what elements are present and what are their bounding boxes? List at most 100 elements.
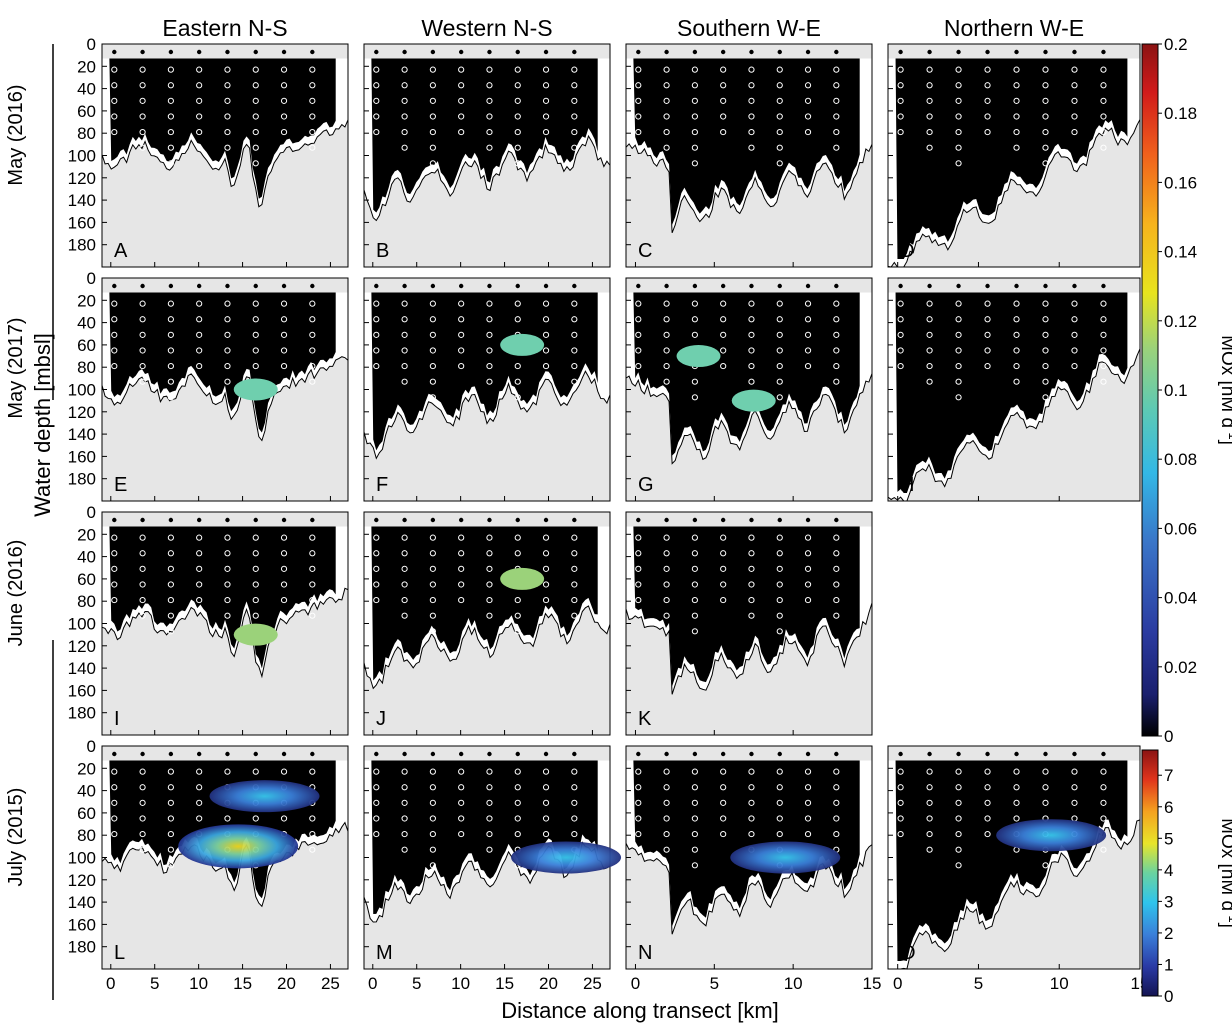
sample-point [252,316,259,323]
sample-point [252,160,259,167]
sample-point [1100,331,1107,338]
sample-point [167,316,174,323]
sample-point [571,550,578,557]
station-surface-point [112,751,117,757]
sample-point [984,815,991,822]
sample-point [833,97,840,104]
sample-point [429,784,436,791]
sample-point [373,815,380,822]
y-tick-label: 140 [68,425,96,444]
station-surface-point [777,283,782,289]
sample-point [196,784,203,791]
sample-point [833,612,840,619]
colorbar-tick-label: 0.18 [1164,104,1197,123]
sample-point [804,565,812,572]
sample-point [720,82,727,89]
sample-point [833,596,840,604]
colorbar-label: MOx [nM d-1] [1217,335,1232,445]
sample-point [635,362,642,370]
x-tick-label: 0 [631,974,640,993]
sample-point [804,799,812,806]
sample-point [1013,300,1020,307]
sample-point [167,565,174,572]
sample-point [458,66,465,73]
sample-point [429,830,436,838]
y-tick-label: 20 [77,525,96,544]
panel-D: D [887,43,1141,268]
sample-point [833,815,840,822]
station-surface-point [720,49,726,55]
sample-point [224,612,231,619]
colorbar-tick-label: 6 [1164,798,1173,817]
sample-point [224,113,231,120]
station-surface-point [692,517,698,523]
sample-point [167,550,174,557]
mox-zero-region [109,58,336,199]
sample-point [514,628,521,635]
station-surface-point [196,49,202,55]
sample-point [252,815,259,822]
sample-point [897,300,904,307]
sample-point [663,362,670,370]
colorbar-tick-label: 3 [1164,892,1173,911]
station-surface-point [636,751,641,757]
sample-point [1100,768,1107,775]
sample-point [1100,799,1107,806]
seafloor-line [363,134,611,222]
sample-point [486,815,493,822]
sample-point [720,784,727,791]
colorbar-tick-label: 4 [1164,861,1173,880]
sample-point [139,830,146,838]
station-surface-point [543,283,549,289]
sample-point [984,768,991,775]
row-labels: May (2016) May (2017) June (2016) July (201… [5,44,54,1000]
sample-point [458,784,465,791]
station-surface-point [985,283,990,289]
station-surface-point [112,49,117,55]
sample-point [663,316,670,323]
sample-point [167,347,174,354]
sample-point [776,612,783,619]
sample-point [486,581,493,588]
sample-point [897,784,904,791]
sample-point [635,300,642,307]
sample-point [571,362,578,370]
mox-zero-region [371,292,598,451]
station-surface-point [1101,751,1106,757]
station-surface-point [572,283,577,289]
sample-point [458,113,465,120]
station-surface-point [834,49,839,55]
seafloor-line [101,587,349,679]
sample-point [514,815,521,822]
sample-point [571,97,578,104]
sample-point [486,799,493,806]
station-surface-point [664,49,669,55]
sample-point [429,128,436,136]
sample-point [833,300,840,307]
panel-letter: K [638,708,652,730]
sample-point [663,66,670,73]
sample-point [984,830,991,838]
sample-point [571,316,578,323]
y-axis-label: Water depth [mbsl] [30,333,55,517]
sample-point [196,799,203,806]
sample-point [429,331,436,338]
sample-point [280,113,288,120]
station-surface-point [458,751,464,757]
station-surface-point [374,751,379,757]
sample-point [224,82,231,89]
x-tick-label: 20 [539,974,558,993]
sample-point [955,82,962,89]
sample-point [139,128,146,136]
sample-point [663,612,670,619]
y-tick-label: 160 [68,915,96,934]
panel-letter: D [900,240,914,262]
sample-point [224,565,231,572]
sample-point [1042,82,1049,89]
sample-point [1042,160,1049,167]
sample-point [1013,82,1020,89]
sample-point [542,362,550,370]
sample-point [429,768,436,775]
sample-point [691,394,698,401]
station-surface-point [430,517,436,523]
